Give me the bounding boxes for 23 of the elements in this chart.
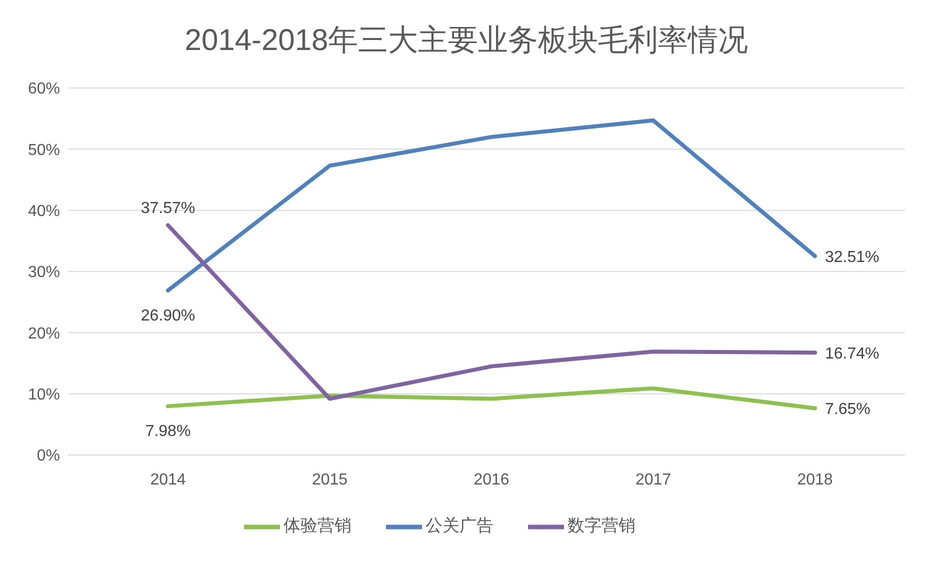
chart-title: 2014-2018年三大主要业务板块毛利率情况 (184, 23, 750, 59)
line-series (166, 386, 817, 410)
legend-label: 数字营销 (568, 516, 636, 536)
data-label: 7.98% (145, 423, 191, 440)
x-tick-label: 2016 (474, 471, 510, 488)
x-tick-label: 2015 (312, 471, 348, 488)
x-tick-label: 2017 (635, 471, 672, 488)
legend-label: 公关广告 (426, 516, 494, 536)
data-label: 16.74% (825, 346, 880, 363)
x-tick-label: 2018 (797, 471, 833, 488)
legend-label: 体验营销 (284, 516, 352, 536)
y-tick-label: 30% (28, 264, 60, 282)
y-tick-label: 20% (28, 325, 60, 342)
y-tick-label: 50% (28, 142, 60, 159)
data-label: 37.57% (140, 200, 196, 218)
y-tick-label: 10% (28, 386, 60, 404)
data-label: 7.65% (825, 401, 870, 418)
data-label: 32.51% (825, 249, 880, 266)
y-tick-label: 0% (36, 448, 60, 465)
y-tick-label: 40% (28, 203, 60, 220)
y-tick-label: 60% (28, 80, 60, 98)
x-tick-label: 2014 (150, 471, 186, 488)
data-label: 26.90% (140, 307, 196, 324)
